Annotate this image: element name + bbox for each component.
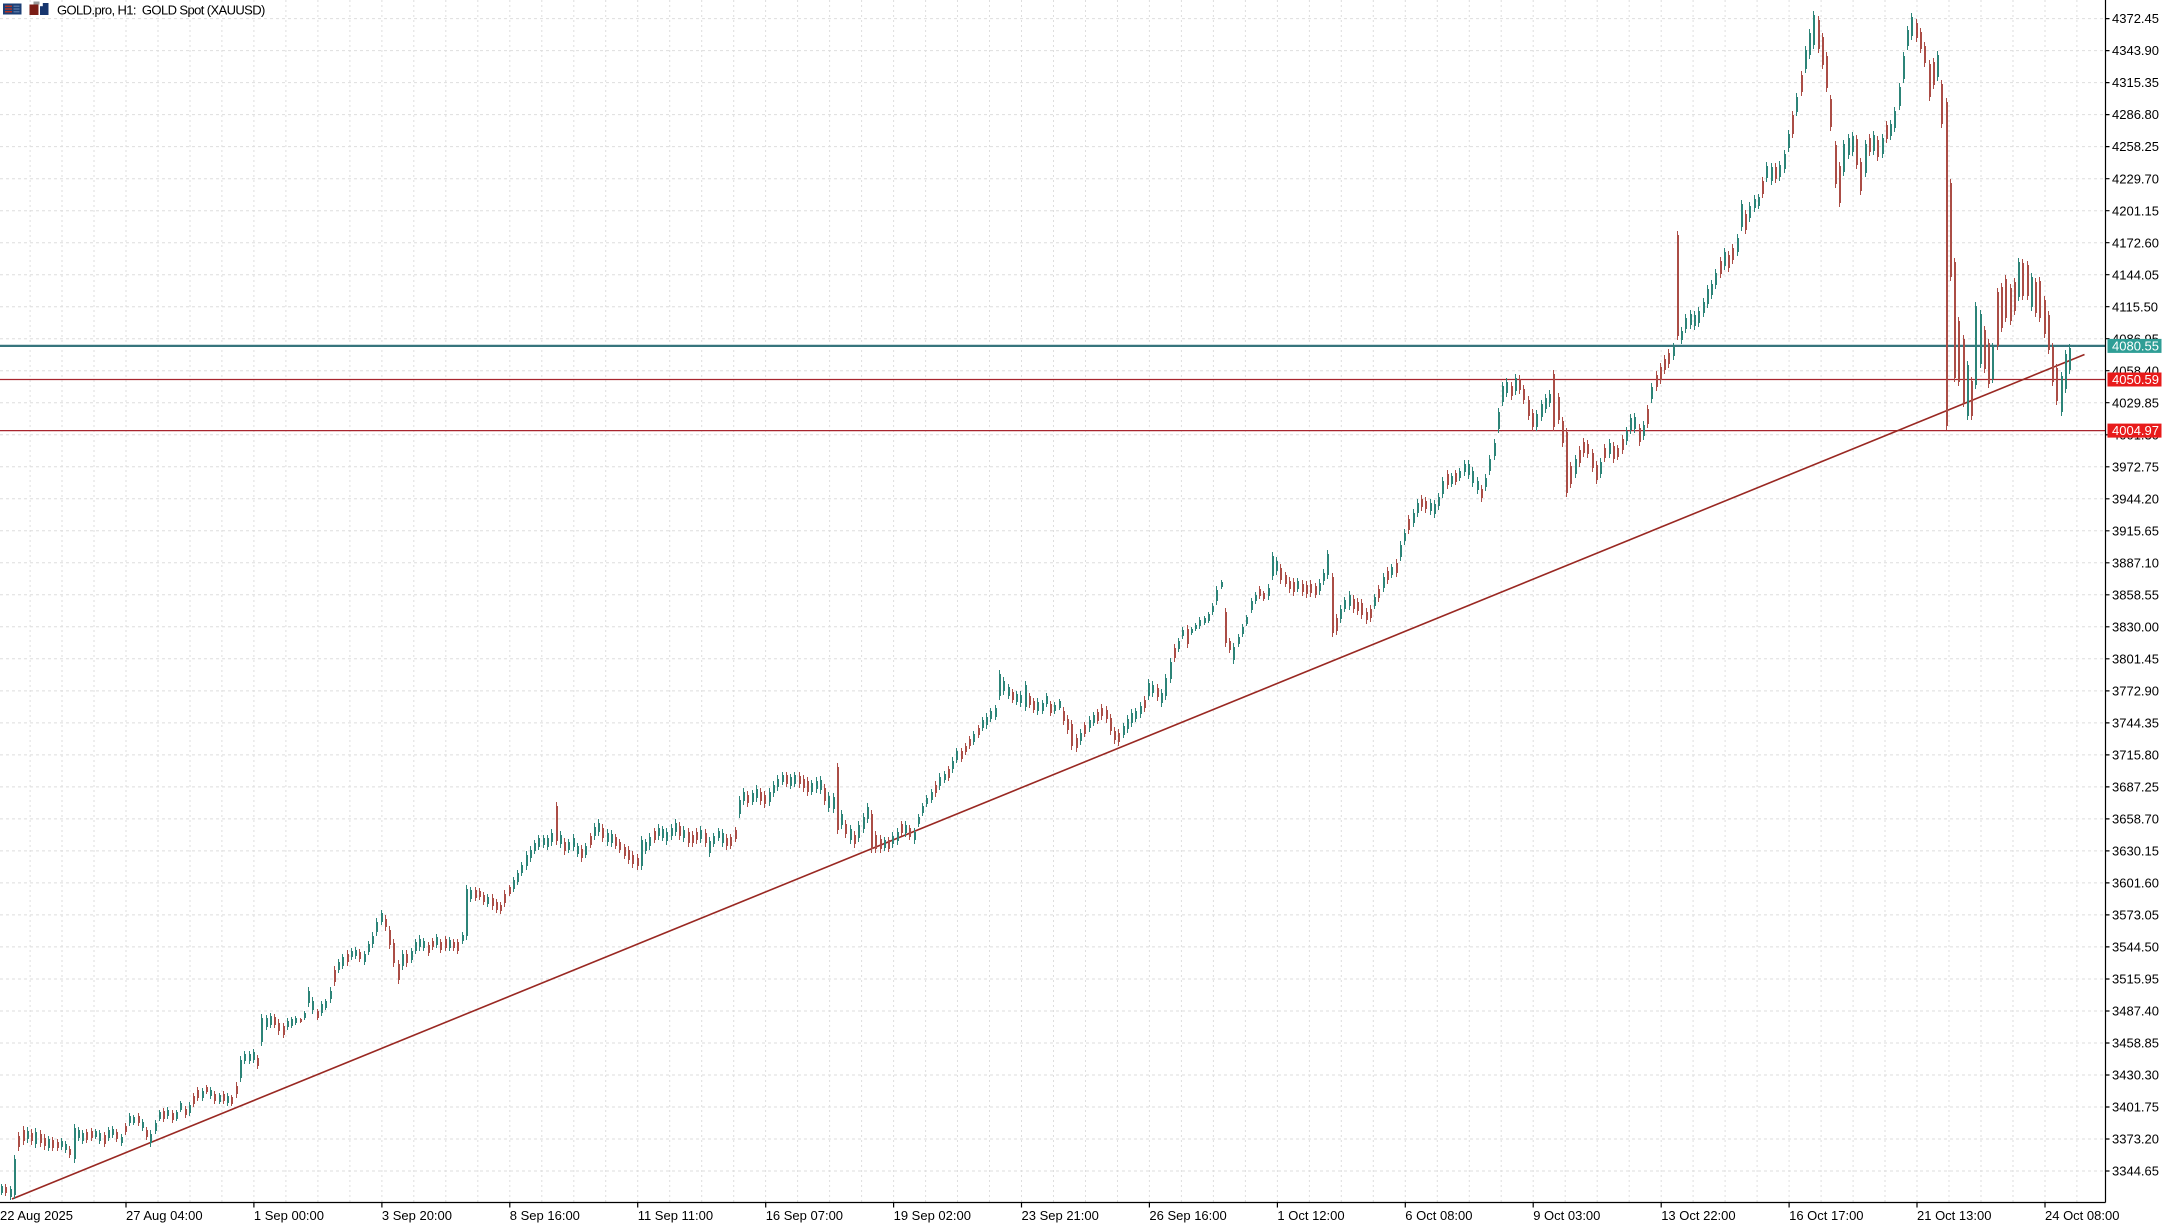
svg-text:16 Sep 07:00: 16 Sep 07:00	[766, 1208, 843, 1223]
svg-text:21 Oct 13:00: 21 Oct 13:00	[1917, 1208, 1991, 1223]
svg-text:GOLD.pro, H1: GOLD Spot (XAUU: GOLD.pro, H1: GOLD Spot (XAUUSD)	[57, 3, 265, 18]
svg-text:3601.60: 3601.60	[2112, 876, 2159, 891]
svg-text:3830.00: 3830.00	[2112, 619, 2159, 634]
svg-text:3344.65: 3344.65	[2112, 1164, 2159, 1179]
svg-text:3515.95: 3515.95	[2112, 972, 2159, 987]
svg-text:24 Oct 08:00: 24 Oct 08:00	[2045, 1208, 2119, 1223]
svg-text:3858.55: 3858.55	[2112, 587, 2159, 602]
svg-text:16 Oct 17:00: 16 Oct 17:00	[1789, 1208, 1863, 1223]
svg-text:27 Aug 04:00: 27 Aug 04:00	[126, 1208, 203, 1223]
svg-text:4115.50: 4115.50	[2112, 299, 2158, 314]
svg-text:4372.45: 4372.45	[2112, 11, 2159, 26]
svg-text:3715.80: 3715.80	[2112, 748, 2159, 763]
svg-text:8 Sep 16:00: 8 Sep 16:00	[510, 1208, 580, 1223]
svg-text:22 Aug 2025: 22 Aug 2025	[0, 1208, 73, 1223]
svg-text:4080.55: 4080.55	[2112, 339, 2159, 354]
svg-text:13 Oct 22:00: 13 Oct 22:00	[1661, 1208, 1735, 1223]
svg-text:3630.15: 3630.15	[2112, 844, 2159, 859]
svg-text:4258.25: 4258.25	[2112, 139, 2159, 154]
svg-text:3972.75: 3972.75	[2112, 459, 2159, 474]
svg-text:3544.50: 3544.50	[2112, 940, 2159, 955]
svg-text:4201.15: 4201.15	[2112, 203, 2159, 218]
svg-text:4144.05: 4144.05	[2112, 267, 2159, 282]
svg-text:3772.90: 3772.90	[2112, 684, 2159, 699]
svg-text:4004.97: 4004.97	[2112, 423, 2159, 438]
svg-text:3573.05: 3573.05	[2112, 908, 2159, 923]
svg-text:19 Sep 02:00: 19 Sep 02:00	[894, 1208, 971, 1223]
svg-text:4172.60: 4172.60	[2112, 235, 2159, 250]
svg-text:4029.85: 4029.85	[2112, 395, 2159, 410]
svg-text:1 Oct 12:00: 1 Oct 12:00	[1277, 1208, 1344, 1223]
svg-text:11 Sep 11:00: 11 Sep 11:00	[638, 1208, 713, 1223]
svg-text:4343.90: 4343.90	[2112, 43, 2159, 58]
svg-text:3373.20: 3373.20	[2112, 1132, 2159, 1147]
svg-text:26 Sep 16:00: 26 Sep 16:00	[1149, 1208, 1226, 1223]
svg-text:3487.40: 3487.40	[2112, 1004, 2159, 1019]
svg-text:3687.25: 3687.25	[2112, 780, 2159, 795]
svg-text:4050.59: 4050.59	[2112, 372, 2159, 387]
svg-text:3744.35: 3744.35	[2112, 716, 2159, 731]
svg-text:3658.70: 3658.70	[2112, 812, 2159, 827]
svg-text:3401.75: 3401.75	[2112, 1100, 2159, 1115]
svg-text:4315.35: 4315.35	[2112, 75, 2159, 90]
svg-text:3944.20: 3944.20	[2112, 491, 2159, 506]
svg-text:23 Sep 21:00: 23 Sep 21:00	[1022, 1208, 1099, 1223]
svg-text:1 Sep 00:00: 1 Sep 00:00	[254, 1208, 324, 1223]
svg-text:3458.85: 3458.85	[2112, 1036, 2159, 1051]
svg-text:4229.70: 4229.70	[2112, 171, 2159, 186]
svg-text:3801.45: 3801.45	[2112, 651, 2159, 666]
svg-text:3 Sep 20:00: 3 Sep 20:00	[382, 1208, 452, 1223]
svg-text:4286.80: 4286.80	[2112, 107, 2159, 122]
svg-text:9 Oct 03:00: 9 Oct 03:00	[1533, 1208, 1600, 1223]
svg-text:3887.10: 3887.10	[2112, 555, 2159, 570]
svg-text:3915.65: 3915.65	[2112, 523, 2159, 538]
svg-text:6 Oct 08:00: 6 Oct 08:00	[1405, 1208, 1472, 1223]
svg-text:3430.30: 3430.30	[2112, 1068, 2159, 1083]
